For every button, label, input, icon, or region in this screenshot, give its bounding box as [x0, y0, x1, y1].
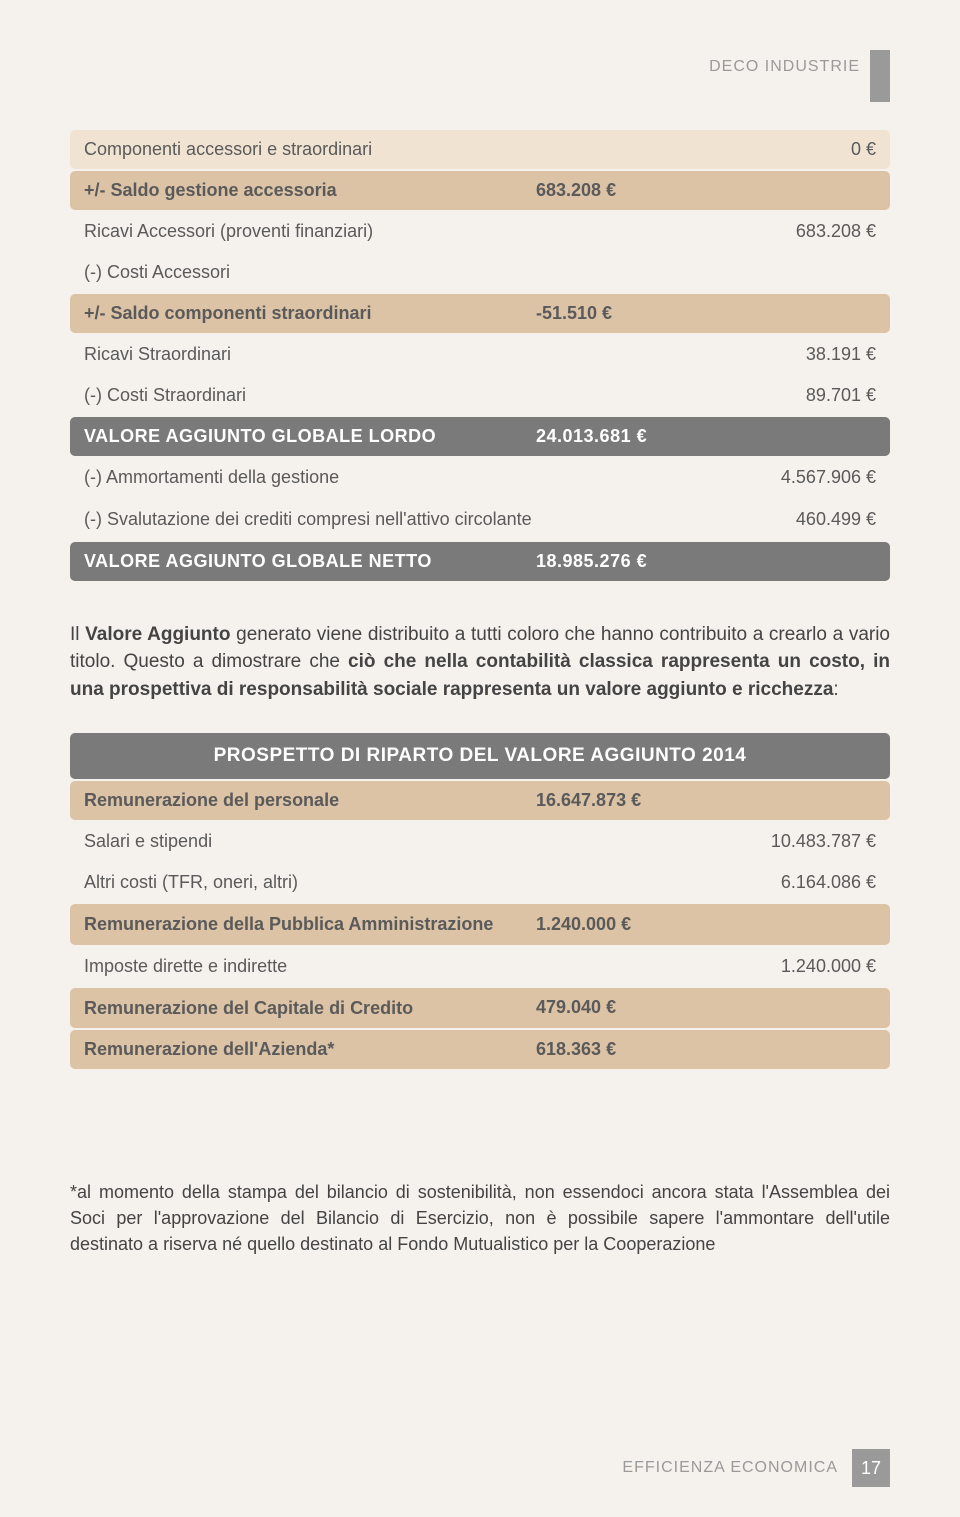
row-label: Salari e stipendi [84, 831, 536, 852]
para-text: : [833, 679, 838, 700]
table-prospetto-riparto: Remunerazione del personale16.647.873 €S… [70, 781, 890, 1069]
table-row: Imposte dirette e indirette 1.240.000 € [70, 947, 890, 986]
row-label: Remunerazione del personale [84, 790, 536, 811]
table-row: Altri costi (TFR, oneri, altri) 6.164.086… [70, 863, 890, 902]
row-label: (-) Svalutazione dei crediti compresi ne… [84, 508, 536, 531]
table-row: Salari e stipendi 10.483.787 € [70, 822, 890, 861]
row-value: 683.208 € [706, 221, 876, 242]
row-value: 0 € [706, 139, 876, 160]
table-row: +/- Saldo componenti straordinari-51.510… [70, 294, 890, 333]
row-value: 10.483.787 € [706, 831, 876, 852]
row-label: Ricavi Straordinari [84, 344, 536, 365]
table-row: Remunerazione dell'Azienda*618.363 € [70, 1030, 890, 1069]
row-value: 38.191 € [706, 344, 876, 365]
table2-title: PROSPETTO DI RIPARTO DEL VALORE AGGIUNTO… [70, 733, 890, 779]
row-label: Ricavi Accessori (proventi finanziari) [84, 221, 536, 242]
table-row: Remunerazione del Capitale di Credito479… [70, 988, 890, 1029]
para-text: Il [70, 624, 85, 645]
row-label: Remunerazione della Pubblica Amministraz… [84, 913, 536, 936]
row-value: 1.240.000 € [706, 956, 876, 977]
row-label: (-) Costi Straordinari [84, 385, 536, 406]
row-mid-value: 1.240.000 € [536, 914, 706, 935]
row-label: VALORE AGGIUNTO GLOBALE LORDO [84, 426, 536, 447]
row-label: +/- Saldo componenti straordinari [84, 303, 536, 324]
row-label: Componenti accessori e straordinari [84, 139, 536, 160]
table-valore-aggiunto: Componenti accessori e straordinari 0 € +/… [70, 130, 890, 581]
footer-section-label: EFFICIENZA ECONOMICA [622, 1459, 838, 1477]
row-value: 6.164.086 € [706, 872, 876, 893]
row-mid-value: -51.510 € [536, 303, 706, 324]
table-row: Ricavi Accessori (proventi finanziari) 68… [70, 212, 890, 251]
table-row: VALORE AGGIUNTO GLOBALE NETTO18.985.276 … [70, 542, 890, 581]
row-mid-value: 16.647.873 € [536, 790, 706, 811]
row-label: Imposte dirette e indirette [84, 956, 536, 977]
table-row: +/- Saldo gestione accessoria683.208 € [70, 171, 890, 210]
table-row: Ricavi Straordinari 38.191 € [70, 335, 890, 374]
company-name: DECO INDUSTRIE [709, 58, 860, 76]
row-mid-value: 683.208 € [536, 180, 706, 201]
page-footer: EFFICIENZA ECONOMICA 17 [622, 1449, 890, 1487]
row-label: +/- Saldo gestione accessoria [84, 180, 536, 201]
row-label: Remunerazione del Capitale di Credito [84, 997, 536, 1020]
table-row: (-) Costi Straordinari 89.701 € [70, 376, 890, 415]
table-row: Remunerazione del personale16.647.873 € [70, 781, 890, 820]
table-row: (-) Svalutazione dei crediti compresi ne… [70, 499, 890, 540]
page-tab-marker [870, 50, 890, 102]
page-header: DECO INDUSTRIE [70, 50, 890, 110]
row-mid-value: 479.040 € [536, 997, 706, 1018]
row-mid-value: 618.363 € [536, 1039, 706, 1060]
body-paragraph: Il Valore Aggiunto generato viene distri… [70, 621, 890, 704]
footnote: *al momento della stampa del bilancio di… [70, 1179, 890, 1257]
table-row: VALORE AGGIUNTO GLOBALE LORDO24.013.681 … [70, 417, 890, 456]
row-label: (-) Costi Accessori [84, 262, 536, 283]
table-row: (-) Costi Accessori [70, 253, 890, 292]
row-mid-value: 24.013.681 € [536, 426, 706, 447]
table-row: Componenti accessori e straordinari 0 € [70, 130, 890, 169]
row-value: 4.567.906 € [706, 467, 876, 488]
row-value: 89.701 € [706, 385, 876, 406]
para-bold: Valore Aggiunto [85, 624, 230, 645]
table-row: Remunerazione della Pubblica Amministraz… [70, 904, 890, 945]
row-label: (-) Ammortamenti della gestione [84, 467, 536, 488]
footer-page-number: 17 [852, 1449, 890, 1487]
row-label: VALORE AGGIUNTO GLOBALE NETTO [84, 551, 536, 572]
row-label: Remunerazione dell'Azienda* [84, 1039, 536, 1060]
table-row: (-) Ammortamenti della gestione 4.567.906… [70, 458, 890, 497]
row-value: 460.499 € [706, 509, 876, 530]
row-label: Altri costi (TFR, oneri, altri) [84, 872, 536, 893]
row-mid-value: 18.985.276 € [536, 551, 706, 572]
